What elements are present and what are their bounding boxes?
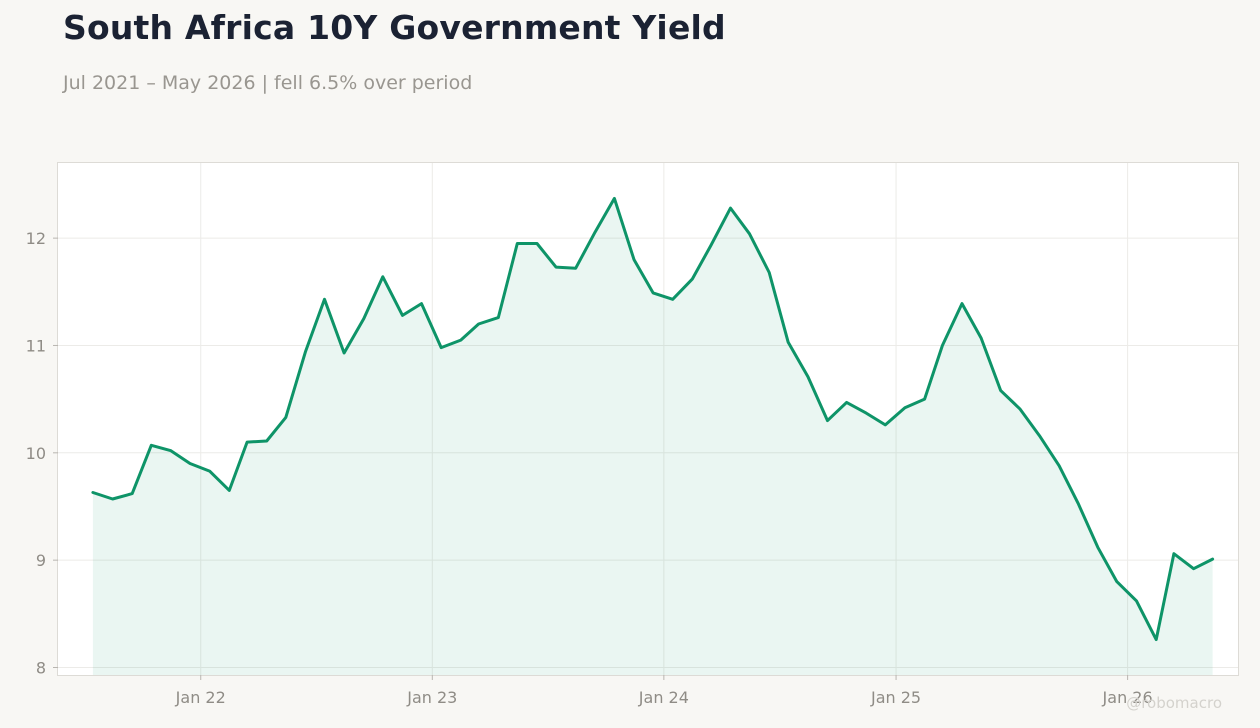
chart-subtitle: Jul 2021 – May 2026 | fell 6.5% over per… [63,72,473,94]
data-point [1096,545,1100,549]
data-point [130,492,134,496]
data-point [1115,580,1119,584]
y-tick-label: 10 [26,444,46,463]
yield-line [91,196,1215,642]
x-tick-label: Jan 26 [1102,688,1153,707]
data-point [786,340,790,344]
data-point [420,302,424,306]
data-point [1057,464,1061,468]
data-point [632,258,636,262]
data-point [169,449,173,453]
data-point [362,317,366,321]
x-axis: Jan 22 Jan 23 Jan 24 Jan 25 Jan 26 [175,675,1153,707]
data-point [401,313,405,317]
data-point [323,297,327,301]
x-tick-label: Jan 22 [175,688,226,707]
data-point [864,411,868,415]
data-point [284,415,288,419]
data-point [806,375,810,379]
plot-area [57,162,1239,676]
data-point [245,440,249,444]
data-point [188,462,192,466]
data-point [612,196,616,200]
data-point [940,344,944,348]
x-tick-label: Jan 24 [638,688,689,707]
data-point [1172,552,1176,556]
watermark: @robomacro [1126,694,1222,712]
y-tick-label: 9 [36,551,46,570]
data-point [883,423,887,427]
y-tick-label: 8 [36,658,46,677]
y-axis: 8 9 10 11 12 [26,229,58,677]
yield-area-fill [92,198,1213,675]
data-point [477,322,481,326]
data-point [1076,501,1080,505]
data-point [208,469,212,473]
data-point [1135,599,1139,603]
data-point [651,291,655,295]
data-point [593,230,597,234]
data-point [515,242,519,246]
data-point [826,419,830,423]
data-point [227,488,231,492]
data-point [748,232,752,236]
data-point [554,265,558,269]
data-point [381,275,385,279]
data-point [690,277,694,281]
chart-title: South Africa 10Y Government Yield [63,8,726,47]
data-point [265,439,269,443]
y-tick-label: 12 [26,229,46,248]
data-point [845,400,849,404]
data-point [923,397,927,401]
data-point [149,443,153,447]
y-tick-label: 11 [26,336,46,355]
data-point [1154,638,1158,642]
data-point [960,302,964,306]
grid-lines [58,163,1238,675]
x-tick-label: Jan 25 [870,688,921,707]
data-point [767,271,771,275]
data-point [979,336,983,340]
data-point [342,351,346,355]
data-point [496,316,500,320]
data-point [1037,434,1041,438]
data-point [111,497,115,501]
data-point [709,244,713,248]
data-point [439,346,443,350]
data-point [459,338,463,342]
data-point [574,266,578,270]
data-point [1211,557,1215,561]
data-point [1192,567,1196,571]
data-point [535,242,539,246]
data-point [999,389,1003,393]
data-point [903,406,907,410]
data-point [1018,407,1022,411]
data-point [671,297,675,301]
x-tick-label: Jan 23 [406,688,457,707]
data-point [91,491,95,495]
data-point [729,206,733,210]
data-point [303,350,307,354]
